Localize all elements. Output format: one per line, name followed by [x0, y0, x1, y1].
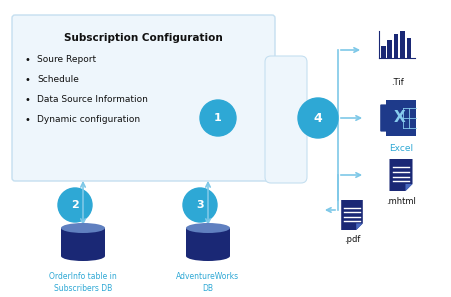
Text: •: • — [24, 95, 30, 105]
Text: Data Source Information: Data Source Information — [37, 96, 148, 105]
Circle shape — [58, 188, 92, 222]
Text: •: • — [24, 75, 30, 85]
FancyBboxPatch shape — [380, 105, 389, 132]
Bar — [400, 31, 405, 58]
Text: Excel: Excel — [389, 144, 413, 153]
FancyBboxPatch shape — [12, 15, 275, 181]
Text: Dynamic configuration: Dynamic configuration — [37, 116, 140, 124]
Bar — [186, 228, 230, 256]
Text: Soure Report: Soure Report — [37, 56, 96, 64]
Ellipse shape — [61, 223, 105, 233]
Text: •: • — [24, 55, 30, 65]
Circle shape — [200, 100, 236, 136]
Circle shape — [183, 188, 217, 222]
Text: AdventureWorks
DB: AdventureWorks DB — [176, 272, 239, 293]
Polygon shape — [356, 223, 363, 230]
Polygon shape — [390, 159, 413, 191]
Text: .mhtml: .mhtml — [386, 197, 416, 206]
Ellipse shape — [61, 251, 105, 261]
Polygon shape — [405, 184, 413, 191]
Polygon shape — [341, 200, 363, 230]
Bar — [407, 38, 411, 58]
Text: Subscription Configuration: Subscription Configuration — [64, 33, 223, 43]
Text: .Tif: .Tif — [391, 78, 403, 87]
Text: OrderInfo table in
Subscribers DB: OrderInfo table in Subscribers DB — [49, 272, 117, 293]
Text: 2: 2 — [71, 200, 79, 210]
Ellipse shape — [186, 223, 230, 233]
Ellipse shape — [186, 251, 230, 261]
Text: 4: 4 — [313, 111, 322, 124]
FancyBboxPatch shape — [386, 100, 416, 136]
Text: 3: 3 — [196, 200, 204, 210]
Bar — [381, 46, 386, 58]
Text: Schedule: Schedule — [37, 75, 79, 85]
Bar — [394, 34, 398, 58]
Bar — [61, 228, 105, 256]
Circle shape — [298, 98, 338, 138]
Bar — [387, 40, 392, 58]
Text: .pdf: .pdf — [344, 235, 360, 244]
Text: X: X — [393, 110, 405, 126]
Text: •: • — [24, 115, 30, 125]
Text: 1: 1 — [214, 113, 222, 123]
FancyBboxPatch shape — [265, 56, 307, 183]
